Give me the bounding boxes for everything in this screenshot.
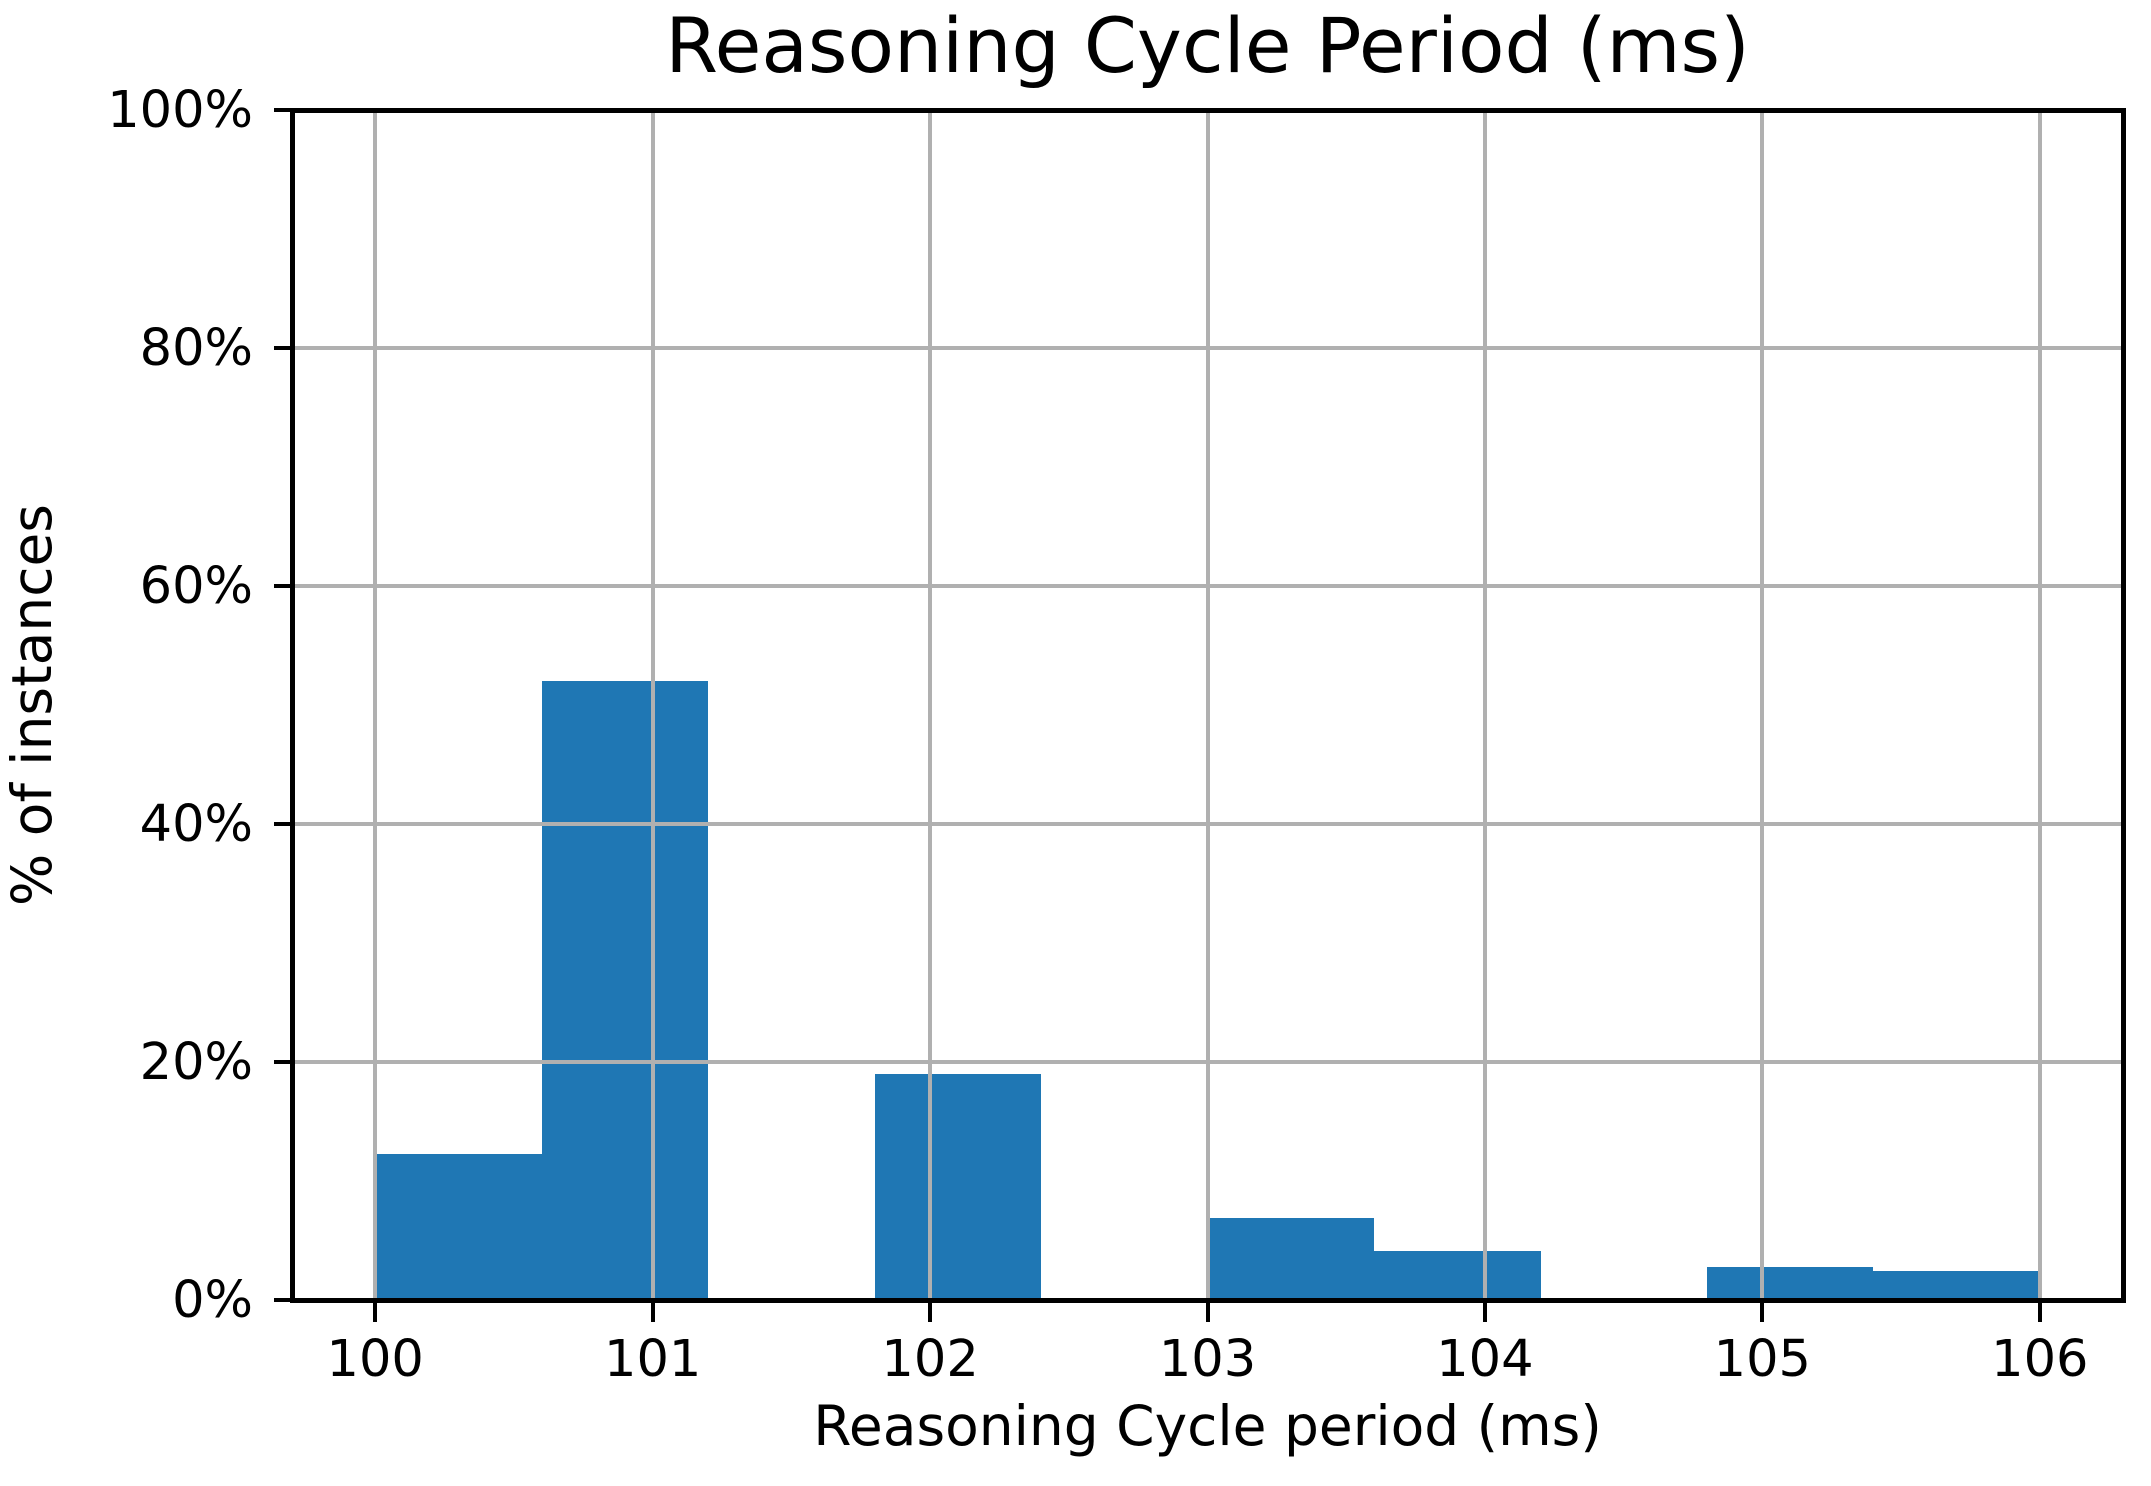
x-tick-mark — [373, 1302, 378, 1322]
chart-title: Reasoning Cycle Period (ms) — [665, 1, 1750, 90]
y-tick-label: 80% — [139, 318, 253, 378]
gridline-vertical — [650, 110, 655, 1300]
histogram-bar — [1207, 1217, 1374, 1300]
y-tick-mark — [274, 822, 292, 826]
x-tick-label: 106 — [1991, 1330, 2089, 1389]
y-tick-label: 100% — [107, 80, 253, 140]
x-tick-label: 102 — [881, 1330, 979, 1389]
y-tick-mark — [274, 584, 292, 588]
histogram-bar — [1873, 1271, 2040, 1300]
gridline-vertical — [1482, 110, 1487, 1300]
x-tick-label: 101 — [604, 1330, 702, 1389]
y-tick-mark — [274, 108, 292, 112]
x-tick-mark — [2037, 1302, 2042, 1322]
y-tick-mark — [274, 1060, 292, 1064]
x-tick-mark — [1205, 1302, 1210, 1322]
y-tick-label: 60% — [139, 556, 253, 616]
x-tick-mark — [1760, 1302, 1765, 1322]
y-tick-label: 20% — [139, 1032, 253, 1092]
gridline-vertical — [2037, 110, 2042, 1300]
histogram-bar — [375, 1153, 542, 1300]
x-tick-mark — [650, 1302, 655, 1322]
y-tick-mark — [274, 346, 292, 350]
gridline-vertical — [928, 110, 933, 1300]
histogram-bar — [1374, 1251, 1541, 1300]
gridline-horizontal — [292, 584, 2123, 588]
histogram-bar — [1706, 1266, 1874, 1300]
x-tick-mark — [1482, 1302, 1487, 1322]
y-tick-mark — [274, 1298, 292, 1302]
gridline-vertical — [373, 110, 378, 1300]
gridline-vertical — [1760, 110, 1765, 1300]
y-tick-label: 0% — [172, 1270, 253, 1330]
x-tick-label: 103 — [1158, 1330, 1257, 1389]
gridline-horizontal — [292, 346, 2123, 350]
x-tick-label: 104 — [1436, 1330, 1534, 1389]
y-tick-label: 40% — [139, 794, 253, 854]
x-axis-label: Reasoning Cycle period (ms) — [813, 1394, 1602, 1458]
x-tick-label: 105 — [1713, 1330, 1811, 1389]
gridline-horizontal — [292, 1060, 2123, 1064]
gridline-vertical — [1205, 110, 1210, 1300]
histogram-bar — [541, 681, 709, 1300]
x-tick-label: 100 — [326, 1330, 424, 1389]
gridline-horizontal — [292, 822, 2123, 826]
x-tick-mark — [928, 1302, 933, 1322]
plot-area — [292, 110, 2123, 1300]
histogram-bar — [874, 1073, 1042, 1300]
